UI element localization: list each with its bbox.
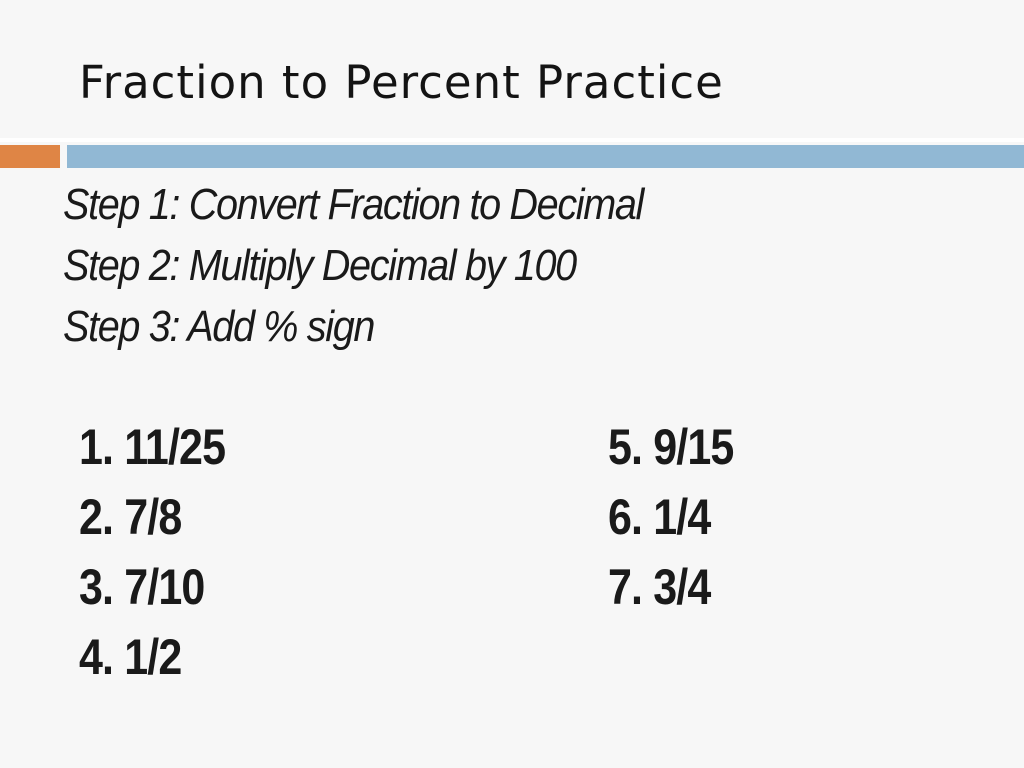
- step-3: Step 3: Add % sign: [63, 302, 375, 351]
- title-divider: [0, 138, 1024, 142]
- problem-3: 3. 7/10: [79, 559, 205, 615]
- accent-bar-orange: [0, 145, 60, 168]
- step-2: Step 2: Multiply Decimal by 100: [63, 241, 577, 290]
- problem-5: 5. 9/15: [608, 419, 734, 475]
- problem-4: 4. 1/2: [79, 629, 182, 685]
- problem-1: 1. 11/25: [79, 419, 226, 475]
- problem-7: 7. 3/4: [608, 559, 711, 615]
- problem-6: 6. 1/4: [608, 489, 711, 545]
- problems-right-column: 5. 9/15 6. 1/4 7. 3/4: [608, 412, 754, 622]
- step-1: Step 1: Convert Fraction to Decimal: [63, 180, 644, 229]
- steps-list: Step 1: Convert Fraction to Decimal Step…: [63, 174, 707, 357]
- problem-2: 2. 7/8: [79, 489, 182, 545]
- slide-title: Fraction to Percent Practice: [79, 56, 724, 109]
- problems-left-column: 1. 11/25 2. 7/8 3. 7/10 4. 1/2: [79, 412, 249, 692]
- accent-bar-blue: [67, 145, 1024, 168]
